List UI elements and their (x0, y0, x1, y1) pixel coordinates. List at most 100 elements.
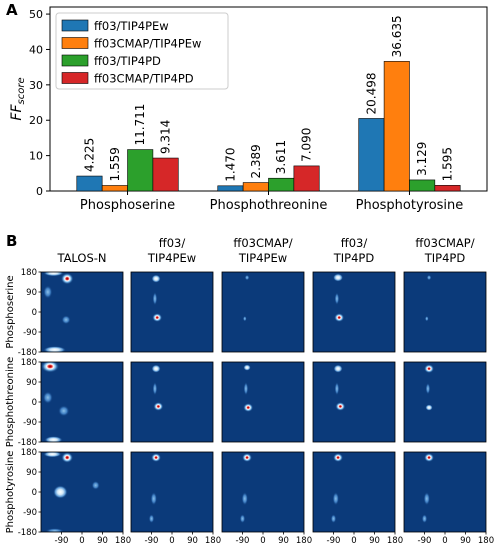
x-tick-label: 90 (187, 536, 198, 546)
density-blob (43, 452, 62, 458)
density-blob (243, 364, 251, 371)
bar (76, 175, 103, 192)
bar (268, 177, 295, 192)
y-tick-label: 10 (29, 150, 43, 163)
density-blob (153, 402, 164, 411)
bar-value-label: 3.611 (274, 140, 288, 174)
panel-frame (221, 271, 305, 353)
density-blob (330, 514, 337, 524)
legend-entry: ff03/TIP4PD (94, 54, 161, 68)
heatmap-panel (131, 362, 213, 442)
density-layer (43, 452, 100, 532)
heatmap-panel (404, 452, 486, 532)
x-category-label: Phosphoserine (80, 198, 175, 213)
y-tick-label: 90 (26, 378, 37, 388)
density-blob (60, 272, 74, 285)
bar-value-label: 4.225 (82, 138, 96, 172)
density-blob (244, 274, 250, 281)
y-tick-label: 0 (32, 398, 37, 408)
heatmap-panel (131, 452, 213, 532)
y-tick-label: -90 (23, 328, 37, 338)
density-blob (423, 492, 430, 506)
x-tick-label: 90 (369, 536, 380, 546)
density-blob (152, 292, 158, 306)
x-tick-label: 90 (278, 536, 289, 546)
density-blob (333, 273, 344, 282)
density-blob (334, 313, 345, 322)
density-layer (243, 364, 254, 412)
bar-value-label: 2.389 (249, 144, 263, 178)
y-tick-label: 0 (32, 308, 37, 318)
density-layer (43, 272, 74, 352)
bar-value-label: 3.129 (415, 142, 429, 176)
x-tick-label: 180 (478, 536, 494, 546)
heatmap-panel (222, 452, 304, 532)
density-layer (424, 364, 435, 411)
density-layer (151, 274, 163, 322)
heatmap-panel (41, 272, 123, 352)
x-tick-label: 180 (296, 536, 312, 546)
density-blob (335, 402, 346, 411)
bar (242, 182, 269, 192)
density-layer (330, 453, 344, 524)
heatmap-panel (404, 272, 486, 352)
row-title: Phosphotyrosine (5, 451, 16, 534)
y-tick-label: -90 (23, 418, 37, 428)
legend-swatch (61, 54, 89, 67)
density-layer (333, 273, 345, 322)
panel-a-letter: A (6, 1, 18, 19)
y-tick-label: 30 (29, 79, 43, 92)
column-title: TALOS-N (56, 251, 106, 265)
heatmap-panel (404, 362, 486, 442)
density-blob (243, 382, 249, 396)
density-blob (151, 364, 161, 373)
y-tick-label: -90 (23, 508, 37, 518)
x-tick-label: 90 (97, 536, 108, 546)
density-layer (148, 453, 162, 524)
density-layer (239, 453, 253, 524)
legend-swatch (61, 19, 89, 32)
x-tick-label: -90 (55, 536, 69, 546)
density-blob (333, 453, 344, 462)
bar (152, 157, 179, 192)
x-tick-label: 90 (460, 536, 471, 546)
density-blob (43, 285, 53, 299)
density-blob (243, 403, 254, 412)
row-title: Phosphoserine (5, 275, 16, 348)
panel-frame (403, 271, 487, 353)
density-blob (151, 453, 162, 462)
density-blob (426, 274, 432, 281)
legend-box (55, 12, 229, 90)
density-blob (91, 480, 100, 490)
legend-entry: ff03CMAP/TIP4PD (94, 72, 194, 86)
x-tick-label: 180 (387, 536, 403, 546)
density-blob (41, 362, 60, 373)
density-blob (334, 382, 340, 396)
x-tick-label: -90 (418, 536, 432, 546)
y-tick-label: 180 (21, 448, 37, 458)
column-title: ff03/ (159, 236, 186, 250)
column-title: TIP4PEw (147, 251, 196, 265)
bar (409, 179, 436, 192)
x-tick-label: 180 (115, 536, 131, 546)
bar-value-label: 7.090 (300, 128, 314, 162)
x-tick-label: -90 (327, 536, 341, 546)
bar (101, 185, 128, 192)
density-layer (242, 274, 250, 322)
bar-value-label: 9.314 (159, 120, 173, 154)
panel-frame (40, 271, 124, 353)
x-tick-label: 0 (442, 536, 447, 546)
bar-value-label: 1.559 (108, 147, 122, 181)
density-blob (421, 514, 428, 524)
y-tick-label: 180 (21, 358, 37, 368)
density-blob (332, 492, 339, 506)
column-title: TIP4PD (333, 251, 375, 265)
density-blob (242, 453, 253, 462)
density-blob (42, 391, 53, 404)
panel-frame (130, 271, 214, 353)
y-tick-label: 50 (29, 8, 43, 21)
x-tick-label: 180 (205, 536, 221, 546)
column-title: TIP4PEw (238, 251, 287, 265)
y-tick-label: -180 (18, 528, 37, 538)
